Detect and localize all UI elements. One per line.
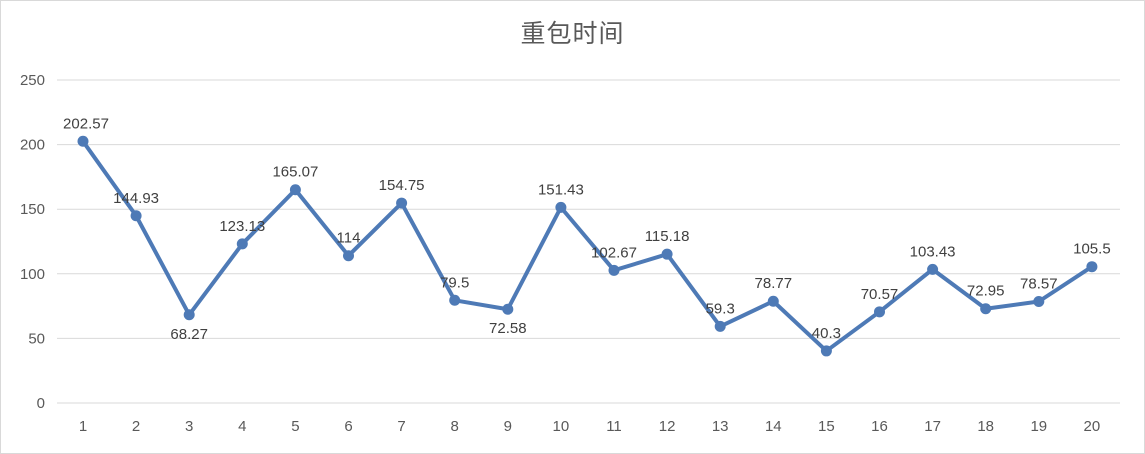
data-point [236,238,248,250]
data-point [183,309,195,321]
data-point [661,248,673,260]
x-tick-label: 9 [504,418,512,435]
data-label: 114 [337,230,361,247]
x-tick-label: 4 [238,418,246,435]
data-label: 123.13 [219,218,265,235]
data-point [77,135,89,147]
data-label: 165.07 [272,164,318,181]
data-point [1033,295,1045,307]
data-label: 154.75 [379,177,425,194]
data-point [1086,261,1098,273]
x-tick-label: 20 [1084,418,1101,435]
x-tick-label: 16 [871,418,888,435]
y-axis-ticks: 0 50 100 150 200 250 [20,72,45,412]
data-label: 70.57 [861,286,899,303]
data-point [130,210,142,222]
data-label: 151.43 [538,181,584,198]
x-tick-label: 15 [818,418,835,435]
data-label: 103.43 [910,243,956,260]
series [77,135,1098,357]
x-axis-ticks: 1 2 3 4 5 6 7 8 9 10 11 12 13 14 15 16 17 18 19 20 [79,418,1100,435]
series-line [81,139,1094,353]
data-label: 40.3 [812,325,841,342]
y-tick-label: 150 [20,201,45,218]
data-point [289,184,301,196]
data-label: 144.93 [113,190,159,207]
data-point [502,303,514,315]
x-tick-label: 19 [1030,418,1047,435]
data-label: 102.67 [591,244,637,261]
data-label: 68.27 [170,326,208,343]
data-label: 105.5 [1073,241,1111,258]
data-label: 78.77 [755,275,793,292]
data-point [714,320,726,332]
y-tick-label: 50 [28,330,45,347]
data-point [449,294,461,306]
x-tick-label: 11 [606,418,622,435]
y-tick-label: 200 [20,137,45,154]
data-point [608,264,620,276]
x-tick-label: 8 [451,418,459,435]
data-point [767,295,779,307]
data-point [874,306,885,318]
gridlines [57,79,1120,404]
data-label: 115.18 [645,228,690,245]
x-tick-label: 13 [712,418,729,435]
data-label: 72.95 [967,283,1005,300]
data-label: 78.57 [1020,275,1058,292]
x-tick-label: 18 [977,418,994,435]
y-tick-label: 100 [20,266,45,283]
data-point [343,250,354,262]
data-label: 59.3 [706,300,735,317]
data-label: 202.57 [63,115,109,132]
data-point [820,345,832,357]
data-point [980,303,992,315]
y-tick-label: 0 [37,395,45,412]
x-tick-label: 14 [765,418,782,435]
data-label: 72.58 [489,320,527,337]
x-tick-label: 1 [79,418,87,435]
data-point [927,263,939,275]
x-tick-label: 5 [291,418,299,435]
chart-title: 重包时间 [520,19,625,48]
x-tick-label: 2 [132,418,140,435]
x-tick-label: 17 [924,418,941,435]
x-tick-label: 6 [344,418,352,435]
data-labels: 202.57 144.93 68.27 123.13 165.07 114 154.75 79… [63,115,1111,343]
y-tick-label: 250 [20,72,45,89]
x-tick-label: 7 [397,418,405,435]
x-tick-label: 10 [553,418,570,435]
data-label: 79.5 [440,274,469,291]
x-tick-label: 12 [659,418,676,435]
x-tick-label: 3 [185,418,193,435]
data-point [555,201,567,213]
data-point [396,197,408,209]
